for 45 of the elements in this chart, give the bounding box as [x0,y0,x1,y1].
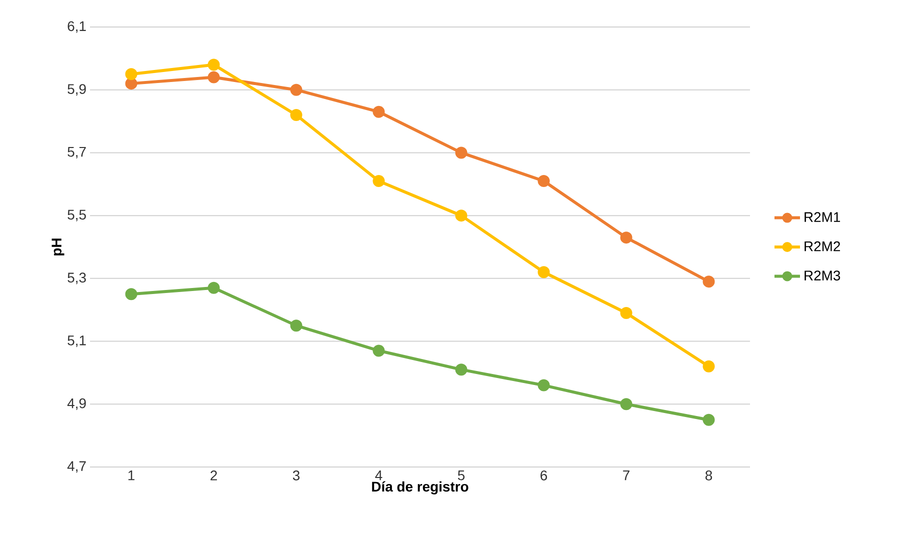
x-tick-label: 2 [210,470,217,480]
point [702,414,715,426]
point [455,146,468,159]
point [125,78,138,90]
y-tick-label: 4,9 [67,398,86,410]
y-tick-label: 5,1 [68,336,86,347]
x-tick-label: 1 [128,470,134,480]
point [290,108,302,121]
y-tick-label: 5,3 [68,272,86,284]
x-tick-label: 5 [458,470,465,480]
point [290,84,302,96]
point [290,320,302,332]
point [372,344,385,357]
y-tick-label: 5,7 [68,147,86,158]
legend-label: R2M2 [804,241,840,252]
y-tick-label: 5,5 [68,210,86,222]
point [455,210,468,222]
point [372,106,385,118]
point [620,232,632,244]
x-axis-title: Día de registro [372,481,468,494]
point [372,174,385,187]
x-tick-label: 6 [540,470,548,480]
point [538,379,550,392]
point [455,364,468,376]
point [702,360,715,372]
x-tick-label: 7 [623,470,630,480]
x-tick-label: 8 [705,470,712,480]
point [702,276,715,288]
y-tick-label: 6,1 [68,21,86,33]
x-tick-label: 4 [375,470,382,480]
point [620,398,632,410]
y-tick-label: 4,7 [67,461,86,473]
point [208,71,220,84]
y-axis-title: pH [52,238,64,256]
point [125,288,138,300]
point [208,282,220,294]
legend-label: R2M3 [804,270,840,280]
legend-label: R2M1 [804,212,840,222]
y-tick-label: 5,9 [68,84,86,96]
point [125,68,138,80]
point [538,174,550,187]
point [620,306,632,319]
point [538,266,550,278]
point [208,58,220,71]
x-tick-label: 3 [292,470,300,480]
